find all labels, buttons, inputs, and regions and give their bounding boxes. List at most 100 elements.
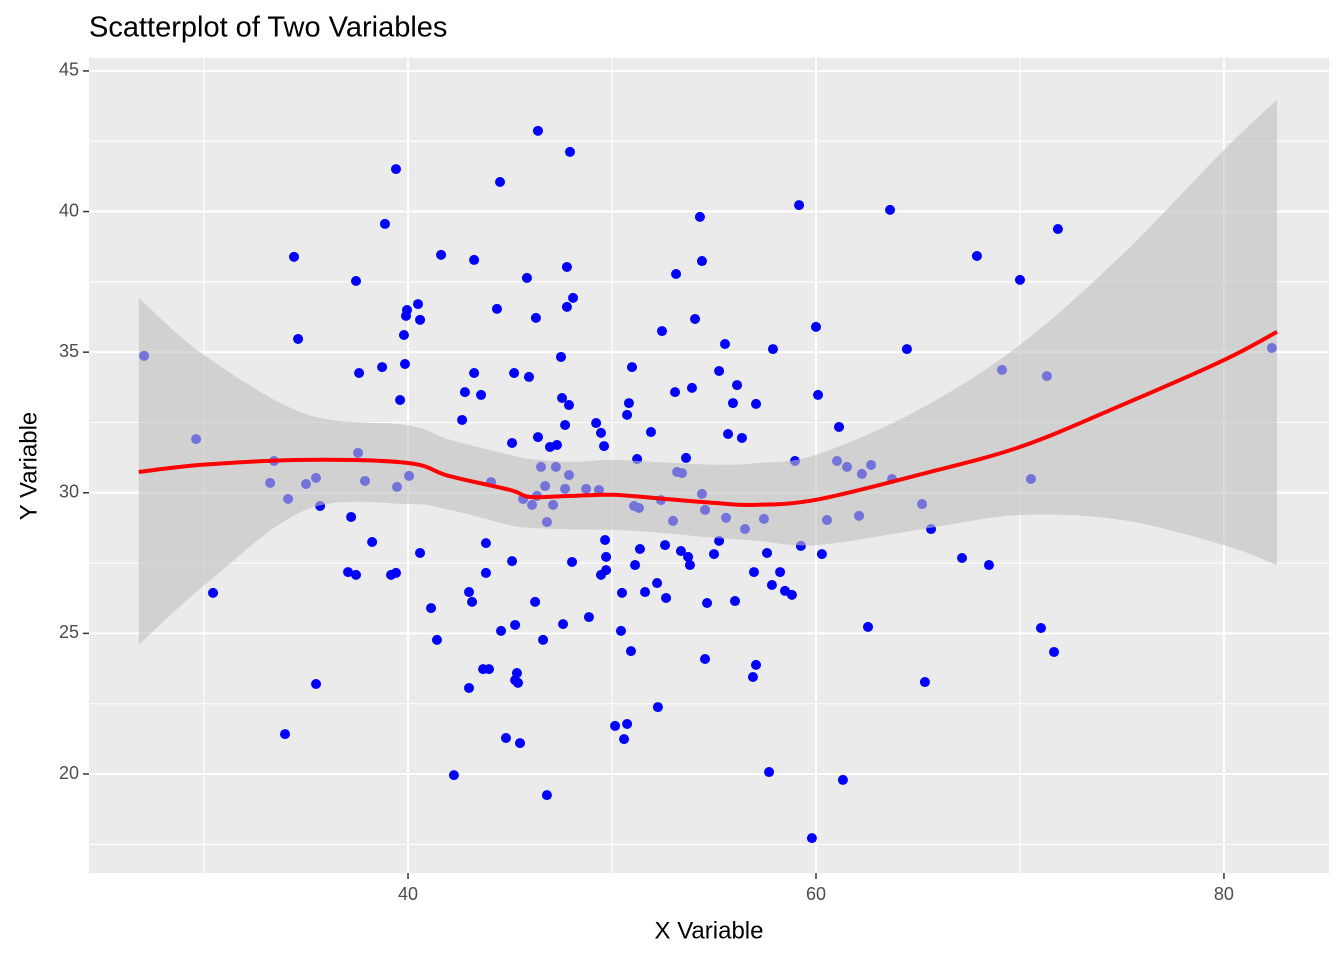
point	[415, 314, 426, 325]
point	[521, 272, 532, 283]
point	[660, 540, 671, 551]
point	[510, 619, 521, 630]
point	[564, 146, 575, 157]
y-tick-label: 30	[59, 482, 79, 502]
point	[1052, 223, 1063, 234]
smooth-line	[138, 330, 1278, 507]
point	[289, 251, 300, 262]
point	[464, 682, 475, 693]
point	[467, 596, 478, 607]
point	[311, 679, 322, 690]
point	[530, 596, 541, 607]
y-tick-label: 45	[59, 60, 79, 80]
point	[686, 382, 697, 393]
point	[901, 344, 912, 355]
point	[919, 677, 930, 688]
chart-title: Scatterplot of Two Variables	[89, 12, 447, 44]
y-tick-label: 25	[59, 622, 79, 642]
point	[751, 398, 762, 409]
point	[600, 535, 611, 546]
point	[617, 587, 628, 598]
point	[661, 592, 672, 603]
confidence-band	[138, 99, 1277, 645]
point	[683, 551, 694, 562]
point	[495, 177, 506, 188]
point	[415, 547, 426, 558]
point	[568, 292, 579, 303]
point	[476, 389, 487, 400]
point	[563, 400, 574, 411]
point	[675, 545, 686, 556]
point	[684, 560, 695, 571]
point	[690, 313, 701, 324]
x-axis-title: X Variable	[655, 917, 764, 944]
point	[863, 621, 874, 632]
point	[561, 301, 572, 312]
point	[354, 367, 365, 378]
point	[727, 398, 738, 409]
point	[983, 560, 994, 571]
point	[532, 432, 543, 443]
point	[813, 389, 824, 400]
point	[399, 358, 410, 369]
point	[426, 603, 437, 614]
point	[794, 200, 805, 211]
point	[541, 790, 552, 801]
point	[413, 299, 424, 310]
point	[748, 567, 759, 578]
point	[595, 427, 606, 438]
point	[507, 556, 518, 567]
point	[834, 421, 845, 432]
point	[766, 580, 777, 591]
point	[623, 398, 634, 409]
point	[469, 254, 480, 265]
point	[601, 565, 612, 576]
point	[402, 304, 413, 315]
point	[511, 668, 522, 679]
point	[957, 553, 968, 564]
point	[708, 549, 719, 560]
point	[459, 387, 470, 398]
point	[431, 634, 442, 645]
point	[670, 387, 681, 398]
point	[681, 452, 692, 463]
x-tick-label: 40	[398, 884, 418, 904]
point	[457, 414, 468, 425]
point	[343, 567, 354, 578]
point	[480, 567, 491, 578]
point	[351, 569, 362, 580]
point	[538, 634, 549, 645]
point	[625, 646, 636, 657]
point	[837, 774, 848, 785]
point	[484, 664, 495, 675]
point	[351, 276, 362, 287]
x-tick-label: 60	[806, 884, 826, 904]
point	[512, 677, 523, 688]
point	[806, 833, 817, 844]
point	[515, 738, 526, 749]
point	[583, 612, 594, 623]
point	[652, 578, 663, 589]
point	[480, 538, 491, 549]
point	[293, 333, 304, 344]
point	[747, 671, 758, 682]
point	[702, 598, 713, 609]
point	[1014, 274, 1025, 285]
point	[561, 261, 572, 272]
point	[671, 268, 682, 279]
point	[567, 556, 578, 567]
point	[696, 256, 707, 267]
point	[622, 409, 633, 420]
point	[496, 625, 507, 636]
point	[280, 729, 291, 740]
point	[622, 718, 633, 729]
point	[530, 312, 541, 323]
point	[390, 164, 401, 175]
point	[720, 339, 731, 350]
point	[398, 330, 409, 341]
point	[491, 303, 502, 314]
point	[775, 567, 786, 578]
point	[694, 211, 705, 222]
point	[591, 418, 602, 429]
